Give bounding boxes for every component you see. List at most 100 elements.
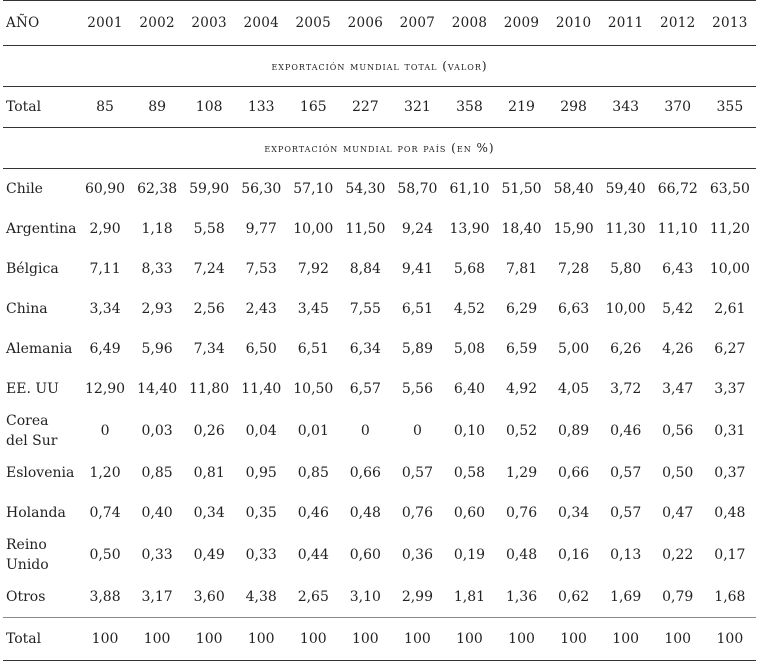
cell: 0,36 (401, 547, 433, 563)
cell: 3,45 (297, 301, 329, 317)
cell: 0,50 (89, 547, 121, 563)
cell: 100 (143, 631, 171, 647)
cell: 100 (456, 631, 483, 647)
cell: 6,27 (714, 341, 746, 357)
cell: 0,60 (453, 505, 486, 521)
cell: 6,51 (401, 301, 433, 317)
cell: 85 (96, 99, 114, 115)
cell: 0,26 (193, 423, 225, 439)
row-label-line1: Corea (6, 413, 49, 429)
cell: 57,10 (293, 181, 334, 197)
table-row-country: Argentina 2,90 1,18 5,58 9,77 10,00 11,50 9,24 1… (3, 209, 756, 249)
year-header-2011: 2011 (607, 15, 644, 31)
table-row-country: Chile 60,90 62,38 59,90 56,30 57,10 54,30 58,70… (3, 169, 756, 210)
cell: 100 (508, 631, 535, 647)
cell: 63,50 (709, 181, 750, 197)
cell: 0,89 (558, 423, 590, 439)
cell: 0,46 (297, 505, 329, 521)
table-row-country: Alemania 6,49 5,96 7,34 6,50 6,51 6,34 5,89 5,08… (3, 329, 756, 369)
cell: 0,44 (297, 547, 329, 563)
cell: 1,29 (505, 465, 538, 481)
cell: 1,68 (714, 589, 746, 605)
cell: 10,00 (709, 261, 750, 277)
cell: 10,00 (605, 301, 646, 317)
table-row-world-total: Total 85 89 108 133 165 227 321 358 219 … (3, 87, 756, 128)
cell: 2,99 (401, 589, 433, 605)
cell: 7,34 (193, 341, 225, 357)
cell: 14,40 (137, 381, 178, 397)
cell: 51,50 (501, 181, 542, 197)
cell: 5,08 (453, 341, 486, 357)
cell: 59,90 (189, 181, 230, 197)
cell: 219 (508, 99, 535, 115)
cell: 165 (299, 99, 327, 115)
table-row-country: EE. UU 12,90 14,40 11,80 11,40 10,50 6,57 5,56 6… (3, 369, 756, 409)
cell: 7,53 (245, 261, 277, 277)
cell: 4,26 (662, 341, 694, 357)
row-label: China (6, 301, 48, 317)
cell: 0,57 (401, 465, 433, 481)
cell: 0,49 (193, 547, 225, 563)
row-label: EE. UU (6, 381, 59, 397)
cell: 0,48 (714, 505, 746, 521)
cell: 343 (612, 99, 640, 115)
cell: 100 (195, 631, 223, 647)
year-header-2006: 2006 (347, 15, 384, 31)
cell: 6,57 (349, 381, 381, 397)
cell: 6,63 (558, 301, 590, 317)
cell: 227 (351, 99, 379, 115)
cell: 0,37 (714, 465, 746, 481)
cell: 7,28 (558, 261, 590, 277)
cell: 0,31 (714, 423, 746, 439)
cell: 0,03 (141, 423, 173, 439)
cell: 100 (560, 631, 587, 647)
table-row-country: Corea del Sur 0 0,03 0,26 0,04 0,01 0 0 0,10 0,52 0… (3, 409, 756, 453)
cell: 1,69 (610, 589, 642, 605)
cell: 0,04 (245, 423, 277, 439)
cell: 358 (456, 99, 483, 115)
cell: 54,30 (345, 181, 386, 197)
cell: 0,48 (349, 505, 381, 521)
cell: 0,50 (662, 465, 694, 481)
cell: 2,61 (714, 301, 746, 317)
cell: 56,30 (241, 181, 282, 197)
row-label: Chile (6, 181, 43, 197)
cell: 0,13 (610, 547, 642, 563)
cell: 100 (664, 631, 692, 647)
row-label-line1: Reino (6, 537, 47, 553)
export-table: AÑO 2001 2002 2003 2004 2005 2006 2007 2… (3, 0, 756, 661)
cell: 0,10 (453, 423, 486, 439)
cell: 58,70 (397, 181, 438, 197)
cell: 5,42 (662, 301, 694, 317)
year-header-2008: 2008 (451, 15, 488, 31)
cell: 60,90 (85, 181, 126, 197)
cell: 0,66 (558, 465, 590, 481)
cell: 3,47 (662, 381, 694, 397)
year-header-2012: 2012 (659, 15, 696, 31)
cell: 4,52 (453, 301, 486, 317)
cell: 6,40 (453, 381, 486, 397)
row-label: Bélgica (6, 261, 59, 277)
cell: 89 (148, 99, 167, 115)
cell: 0,33 (141, 547, 173, 563)
year-header-2010: 2010 (555, 15, 592, 31)
cell: 0,17 (714, 547, 746, 563)
cell: 7,55 (349, 301, 381, 317)
cell: 11,10 (657, 221, 698, 237)
cell: 59,40 (605, 181, 646, 197)
row-label: Otros (6, 589, 46, 605)
cell: 355 (716, 99, 744, 115)
cell: 1,18 (141, 221, 173, 237)
cell: 0,35 (245, 505, 277, 521)
cell: 0,40 (141, 505, 173, 521)
cell: 0 (412, 423, 422, 439)
cell: 0 (360, 423, 370, 439)
cell: 100 (351, 631, 379, 647)
cell: 0,33 (245, 547, 277, 563)
cell: 3,34 (89, 301, 121, 317)
section-title-total-text: EXPORTACIÓN MUNDIAL TOTAL (VALOR) (271, 59, 488, 73)
cell: 0,47 (662, 505, 694, 521)
cell: 6,51 (297, 341, 329, 357)
row-label: Corea del Sur (3, 409, 79, 453)
cell: 3,72 (610, 381, 642, 397)
